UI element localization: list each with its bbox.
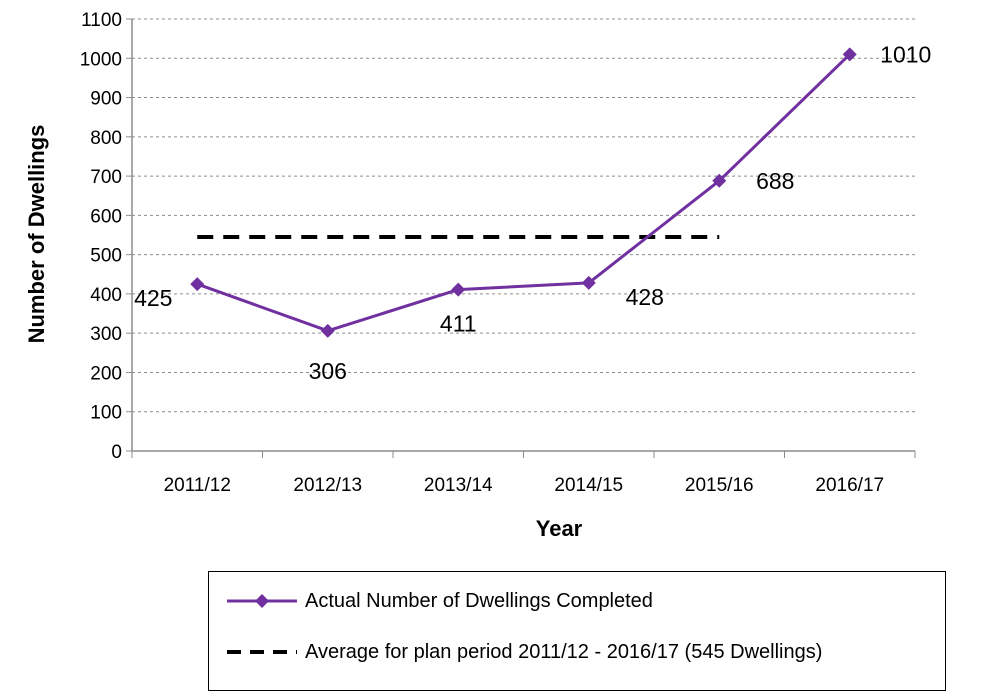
series-group xyxy=(190,47,857,338)
y-tick-label: 500 xyxy=(90,246,122,267)
data-label: 428 xyxy=(626,284,664,310)
data-point xyxy=(842,47,857,62)
y-tick-label: 700 xyxy=(90,167,122,188)
y-tick-label: 0 xyxy=(111,442,122,463)
x-tick-label: 2011/12 xyxy=(164,475,231,496)
y-tick-label: 100 xyxy=(90,403,122,424)
y-axis-title: Number of Dwellings xyxy=(24,125,49,344)
legend-item-actual: Actual Number of Dwellings Completed xyxy=(227,586,653,616)
y-tick-label: 1000 xyxy=(80,49,122,70)
data-label: 688 xyxy=(756,168,794,194)
y-tick-label: 800 xyxy=(90,128,122,149)
x-tick-label: 2012/13 xyxy=(293,475,362,496)
gridlines xyxy=(132,18,915,413)
legend-swatch-average xyxy=(227,650,297,654)
legend-swatch-actual xyxy=(227,594,297,608)
x-axis-tick-labels: 2011/12 2012/13 2013/14 2014/15 2015/16 2016/… xyxy=(164,475,884,496)
x-axis-title: Year xyxy=(536,516,583,541)
legend-label-average: Average for plan period 2011/12 - 2016/1… xyxy=(305,640,823,663)
data-point xyxy=(581,275,596,290)
x-tick-label: 2013/14 xyxy=(424,475,493,496)
x-tick-label: 2016/17 xyxy=(815,475,884,496)
legend-item-average: Average for plan period 2011/12 - 2016/1… xyxy=(227,637,822,667)
legend: Actual Number of Dwellings Completed Ave… xyxy=(208,571,946,691)
data-point xyxy=(190,277,205,292)
data-labels: 425 306 411 428 688 1010 xyxy=(134,41,931,383)
x-tick-label: 2014/15 xyxy=(554,475,623,496)
data-point xyxy=(451,282,466,297)
y-axis-tick-labels: 0 100 200 300 400 500 600 700 800 900 1000 1100 xyxy=(80,10,122,463)
data-point xyxy=(320,323,335,338)
y-tick-label: 600 xyxy=(90,206,122,227)
data-label: 306 xyxy=(309,358,347,384)
data-label: 411 xyxy=(440,311,477,337)
y-tick-label: 200 xyxy=(90,363,122,384)
data-point xyxy=(712,173,727,188)
data-label: 425 xyxy=(134,285,172,311)
y-tick-label: 900 xyxy=(90,89,122,110)
data-label: 1010 xyxy=(880,41,931,67)
y-tick-label: 1100 xyxy=(81,10,122,31)
x-tick-label: 2015/16 xyxy=(685,475,754,496)
actual-line xyxy=(196,53,851,333)
y-tick-label: 300 xyxy=(90,324,122,345)
axes xyxy=(126,18,916,458)
legend-label-actual: Actual Number of Dwellings Completed xyxy=(305,589,653,612)
y-tick-label: 400 xyxy=(90,285,122,306)
